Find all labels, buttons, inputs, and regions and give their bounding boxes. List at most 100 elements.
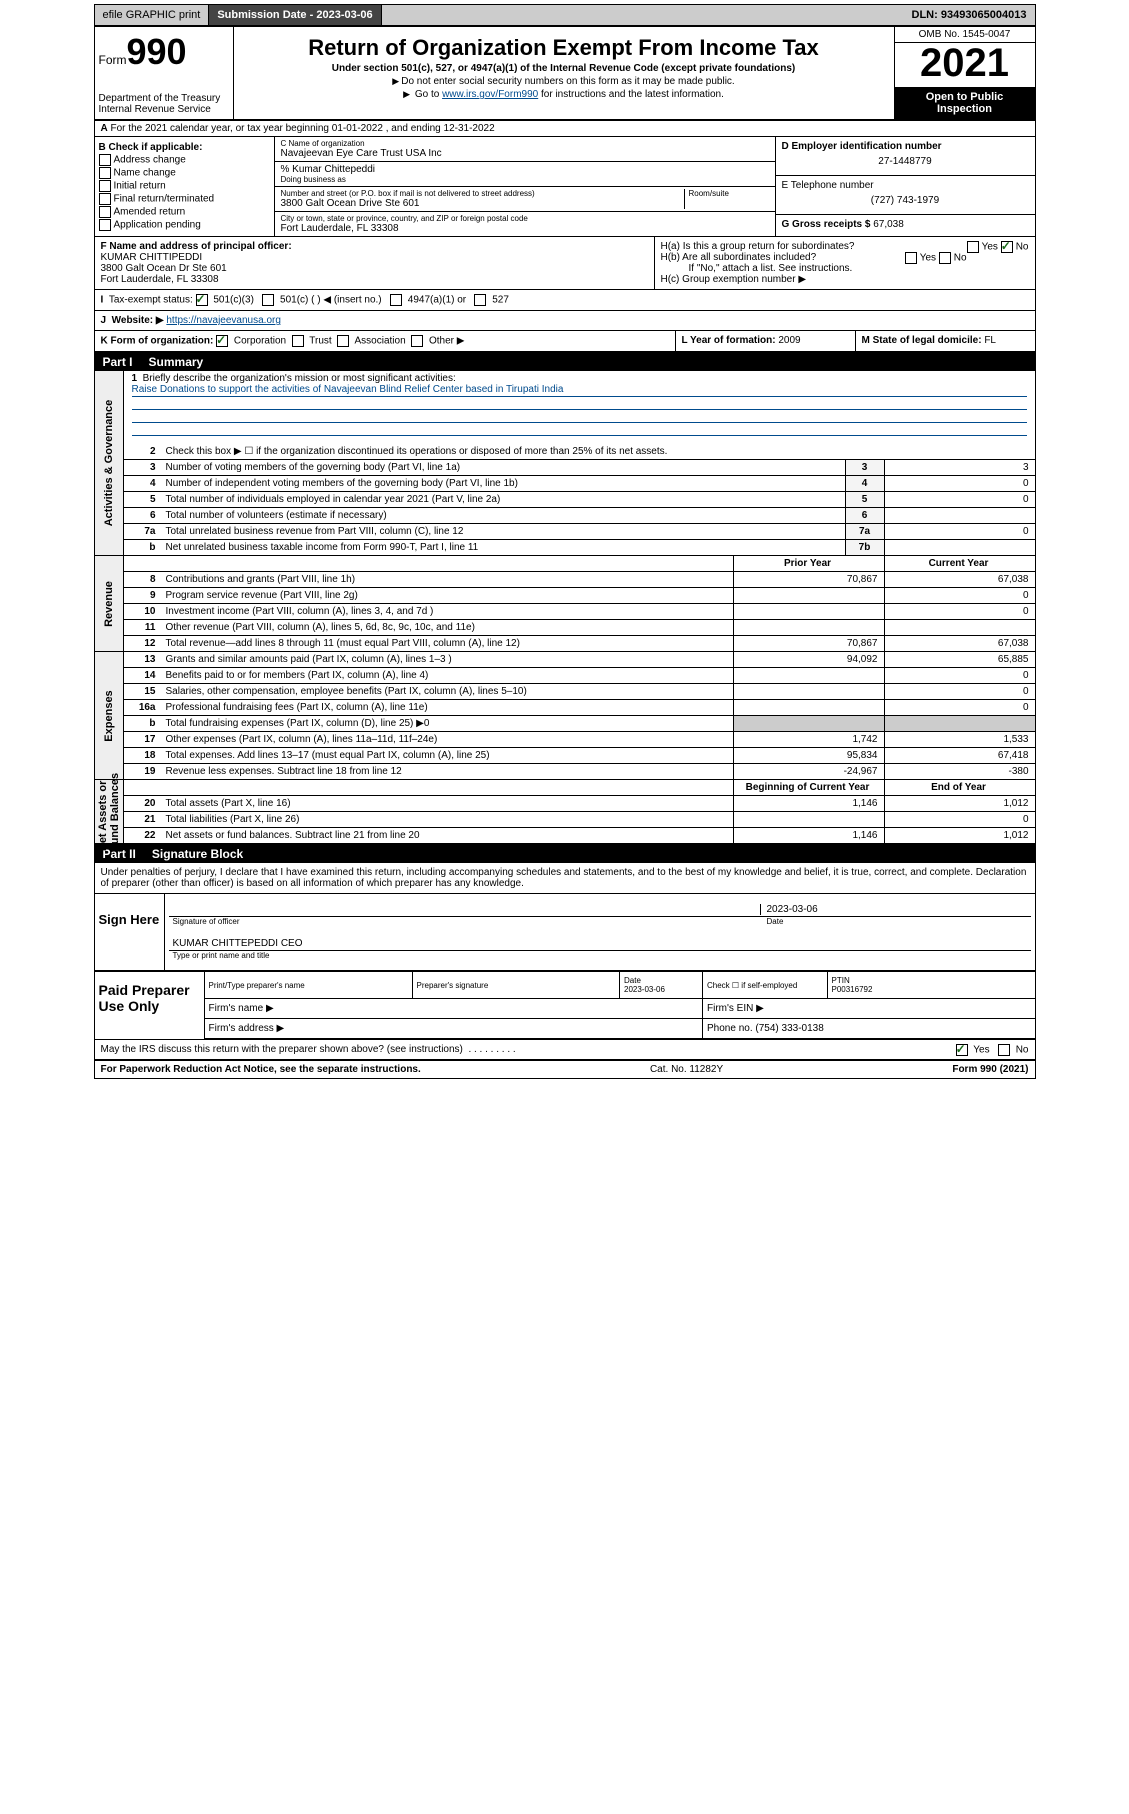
sig-of-officer: Signature of officer [173, 917, 761, 926]
eoy-hdr: End of Year [884, 780, 1035, 796]
efile-label: efile GRAPHIC print [95, 5, 210, 25]
submission-date-btn[interactable]: Submission Date - 2023-03-06 [209, 5, 381, 25]
sig-date-label: Date [761, 917, 1027, 926]
501c-checkbox[interactable] [262, 294, 274, 306]
amended-checkbox[interactable] [99, 206, 111, 218]
city-label: City or town, state or province, country… [281, 214, 769, 223]
initial-return-checkbox[interactable] [99, 180, 111, 192]
top-bar: efile GRAPHIC print Submission Date - 20… [95, 5, 1035, 27]
na-side-label: Net Assets orFund Balances [97, 772, 121, 850]
line-5: Total number of individuals employed in … [162, 492, 846, 508]
website-link[interactable]: https://navajeevanusa.org [166, 315, 281, 326]
ein-label: D Employer identification number [782, 141, 1029, 152]
gov-section: Activities & Governance 1 Briefly descri… [95, 371, 1035, 556]
rev-table: Prior YearCurrent Year 8Contributions an… [124, 556, 1035, 651]
mission-text: Raise Donations to support the activitie… [132, 384, 1027, 397]
footer-left: For Paperwork Reduction Act Notice, see … [101, 1064, 421, 1075]
title-cell: Return of Organization Exempt From Incom… [234, 27, 894, 119]
line-18: Total expenses. Add lines 13–17 (must eq… [162, 748, 734, 764]
other-checkbox[interactable] [411, 335, 423, 347]
preparer-label: Paid Preparer Use Only [95, 972, 205, 1039]
col-B: B Check if applicable: Address change Na… [95, 137, 275, 236]
line-11: Other revenue (Part VIII, column (A), li… [162, 620, 734, 636]
mission-q: Briefly describe the organization's miss… [143, 373, 456, 384]
line-16b: Total fundraising expenses (Part IX, col… [162, 716, 734, 732]
phone: (727) 743-1979 [782, 191, 1029, 210]
line-20: Total assets (Part X, line 16) [162, 796, 734, 812]
corp-checkbox[interactable] [216, 335, 228, 347]
Ha-label: H(a) Is this a group return for subordin… [661, 241, 855, 252]
501c3-checkbox[interactable] [196, 294, 208, 306]
preparer-block: Paid Preparer Use Only Print/Type prepar… [95, 972, 1035, 1040]
K-label: K Form of organization: [101, 336, 214, 347]
form-prefix: Form [99, 53, 127, 67]
line-7a: Total unrelated business revenue from Pa… [162, 524, 846, 540]
527-checkbox[interactable] [474, 294, 486, 306]
form-number-cell: Form990 Department of the Treasury Inter… [95, 27, 234, 119]
dln: DLN: 93493065004013 [904, 5, 1035, 25]
note-ssn: Do not enter social security numbers on … [242, 76, 886, 87]
officer-print: KUMAR CHITTEPEDDI CEO [173, 938, 1027, 949]
col-C: C Name of organization Navajeevan Eye Ca… [275, 137, 775, 236]
sig-date: 2023-03-06 [760, 904, 1027, 915]
footer-cat: Cat. No. 11282Y [421, 1064, 953, 1075]
footer-form: Form 990 (2021) [952, 1064, 1028, 1075]
irs-link[interactable]: www.irs.gov/Form990 [442, 89, 538, 100]
officer-addr1: 3800 Galt Ocean Dr Ste 601 [101, 263, 648, 274]
exp-table: 13Grants and similar amounts paid (Part … [124, 652, 1035, 779]
signature-block: Under penalties of perjury, I declare th… [95, 863, 1035, 1061]
line-14: Benefits paid to or for members (Part IX… [162, 668, 734, 684]
care-of: % Kumar Chittepeddi [281, 164, 769, 175]
Hb-yes[interactable] [905, 252, 917, 264]
room-label: Room/suite [689, 189, 769, 198]
cur-hdr: Current Year [884, 556, 1035, 572]
line-17: Other expenses (Part IX, column (A), lin… [162, 732, 734, 748]
c-name-label: C Name of organization [281, 139, 769, 148]
page-footer: For Paperwork Reduction Act Notice, see … [95, 1061, 1035, 1078]
Hb-label: H(b) Are all subordinates included? [661, 252, 817, 263]
name-change-checkbox[interactable] [99, 167, 111, 179]
Hb-note: If "No," attach a list. See instructions… [661, 263, 1029, 274]
form-header: Form990 Department of the Treasury Inter… [95, 27, 1035, 121]
addr-change-checkbox[interactable] [99, 154, 111, 166]
right-cell: OMB No. 1545-0047 2021 Open to Public In… [894, 27, 1035, 119]
line-21: Total liabilities (Part X, line 26) [162, 812, 734, 828]
form-title: Return of Organization Exempt From Incom… [242, 35, 886, 61]
rev-section: Revenue Prior YearCurrent Year 8Contribu… [95, 556, 1035, 652]
final-return-checkbox[interactable] [99, 193, 111, 205]
discuss-no[interactable] [998, 1044, 1010, 1056]
prep-ptin: PTINP00316792 [827, 972, 1035, 999]
part-II-header: Part IISignature Block [95, 845, 1035, 863]
line-19: Revenue less expenses. Subtract line 18 … [162, 764, 734, 780]
4947-checkbox[interactable] [390, 294, 402, 306]
firm-addr: Firm's address ▶ [205, 1019, 703, 1039]
org-name: Navajeevan Eye Care Trust USA Inc [281, 148, 769, 159]
prep-h1: Preparer's signature [412, 972, 620, 999]
Hb-no[interactable] [939, 252, 951, 264]
line-FH: F Name and address of principal officer:… [95, 237, 1035, 290]
Hc-label: H(c) Group exemption number ▶ [661, 274, 1029, 285]
line-22: Net assets or fund balances. Subtract li… [162, 828, 734, 844]
trust-checkbox[interactable] [292, 335, 304, 347]
prep-h0: Print/Type preparer's name [205, 972, 413, 999]
Ha-yes[interactable] [967, 241, 979, 253]
city: Fort Lauderdale, FL 33308 [281, 223, 769, 234]
app-pending-checkbox[interactable] [99, 219, 111, 231]
na-table: Beginning of Current YearEnd of Year 20T… [124, 780, 1035, 843]
firm-phone: Phone no. (754) 333-0138 [703, 1019, 1035, 1039]
line-A: A For the 2021 calendar year, or tax yea… [95, 121, 1035, 137]
rev-side-label: Revenue [103, 581, 115, 627]
line-J: J Website: ▶ https://navajeevanusa.org [95, 311, 1035, 331]
exp-side-label: Expenses [103, 690, 115, 741]
open-to-public: Open to Public Inspection [895, 87, 1035, 119]
line-9: Program service revenue (Part VIII, line… [162, 588, 734, 604]
discuss-yes[interactable] [956, 1044, 968, 1056]
block-BCDEG: B Check if applicable: Address change Na… [95, 137, 1035, 237]
officer-addr2: Fort Lauderdale, FL 33308 [101, 274, 648, 285]
assoc-checkbox[interactable] [337, 335, 349, 347]
discuss-line: May the IRS discuss this return with the… [95, 1040, 1035, 1061]
F-label: F Name and address of principal officer: [101, 241, 292, 252]
form-number: 990 [127, 31, 187, 72]
Ha-no[interactable] [1001, 241, 1013, 253]
form-subtitle: Under section 501(c), 527, or 4947(a)(1)… [242, 63, 886, 74]
